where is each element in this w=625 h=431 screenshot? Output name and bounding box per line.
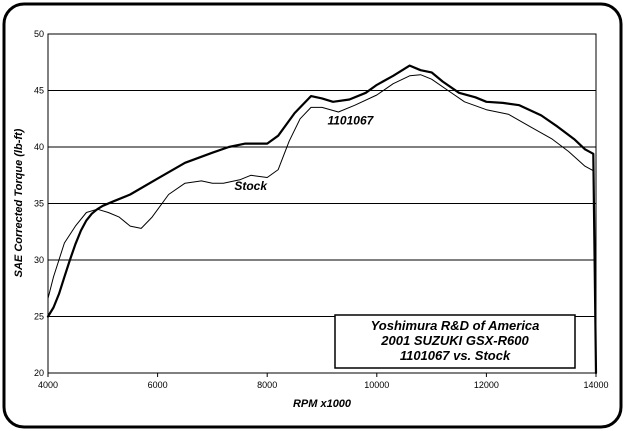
y-tick-label: 35 xyxy=(34,199,44,209)
annotation-line-2: 2001 SUZUKI GSX-R600 xyxy=(380,333,529,348)
x-tick-labels: 4000 6000 8000 10000 12000 14000 xyxy=(38,373,609,390)
annotation-box-border xyxy=(334,314,576,369)
series-label-1: Stock xyxy=(234,179,268,193)
grid-lines xyxy=(48,33,596,374)
x-axis-title: RPM x1000 xyxy=(293,398,352,410)
y-tick-label: 40 xyxy=(34,142,44,152)
x-tick-label: 14000 xyxy=(583,380,608,390)
series-line-1101067 xyxy=(46,64,598,375)
series-labels: 1101067 Stock xyxy=(234,113,374,193)
annotation-box: Yoshimura R&D of America 2001 SUZUKI GSX… xyxy=(334,314,576,369)
series-label-0: 1101067 xyxy=(327,113,374,127)
y-tick-label: 45 xyxy=(34,86,44,96)
series-line-stock xyxy=(47,74,597,374)
y-tick-labels: 20 25 30 35 40 45 50 xyxy=(34,29,44,378)
annotation-line-1: Yoshimura R&D of America xyxy=(371,318,540,333)
y-axis-title: SAE Corrected Torque (lb-ft) xyxy=(13,128,25,277)
y-tick-label: 30 xyxy=(34,255,44,265)
x-tick-label: 12000 xyxy=(474,380,499,390)
annotation-line-3: 1101067 vs. Stock xyxy=(400,348,511,363)
y-tick-label: 25 xyxy=(34,312,44,322)
series-lines xyxy=(46,64,598,375)
y-tick-label: 50 xyxy=(34,29,44,39)
x-tick-label: 4000 xyxy=(38,380,58,390)
x-tick-label: 6000 xyxy=(148,380,168,390)
y-tick-label: 20 xyxy=(34,368,44,378)
x-tick-label: 10000 xyxy=(364,380,389,390)
x-tick-label: 8000 xyxy=(257,380,277,390)
